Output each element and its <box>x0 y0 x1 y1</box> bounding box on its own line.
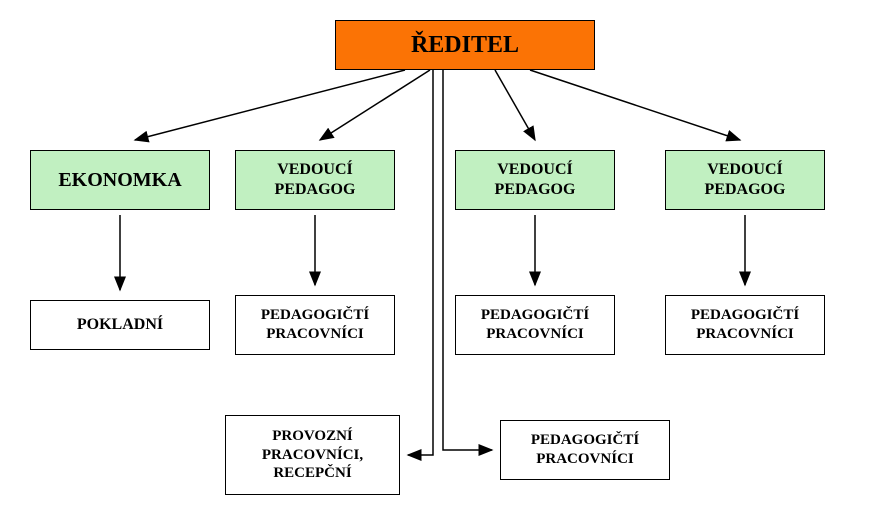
edge-0 <box>135 70 405 140</box>
node-provozni: PROVOZNÍ PRACOVNÍCI, RECEPČNÍ <box>225 415 400 495</box>
edges-layer <box>0 0 877 530</box>
edge-8 <box>408 70 433 455</box>
edge-3 <box>530 70 740 140</box>
node-vedouci3: VEDOUCÍ PEDAGOG <box>665 150 825 210</box>
edge-2 <box>495 70 535 140</box>
node-ped4: PEDAGOGIČTÍ PRACOVNÍCI <box>500 420 670 480</box>
node-ped2: PEDAGOGIČTÍ PRACOVNÍCI <box>455 295 615 355</box>
edge-1 <box>320 70 430 140</box>
node-ekonomka: EKONOMKA <box>30 150 210 210</box>
node-ped1: PEDAGOGIČTÍ PRACOVNÍCI <box>235 295 395 355</box>
node-root: ŘEDITEL <box>335 20 595 70</box>
node-vedouci2: VEDOUCÍ PEDAGOG <box>455 150 615 210</box>
edge-9 <box>443 70 492 450</box>
node-pokladni: POKLADNÍ <box>30 300 210 350</box>
node-ped3: PEDAGOGIČTÍ PRACOVNÍCI <box>665 295 825 355</box>
node-vedouci1: VEDOUCÍ PEDAGOG <box>235 150 395 210</box>
